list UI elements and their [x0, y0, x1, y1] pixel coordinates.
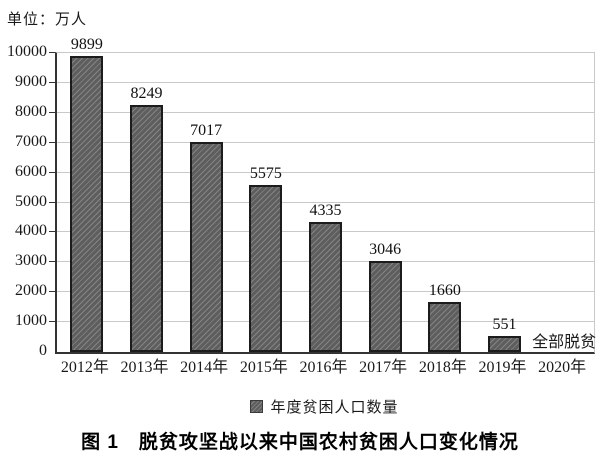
- y-tick-label-8000: 8000: [15, 102, 47, 120]
- gridline-9000: [57, 81, 594, 83]
- bar-value-label-2019: 551: [492, 315, 517, 333]
- y-tick-label-4000: 4000: [15, 222, 47, 240]
- y-tick-label-10000: 10000: [7, 43, 47, 60]
- figure-caption: 图 1 脱贫攻坚战以来中国农村贫困人口变化情况: [81, 432, 519, 453]
- x-tick-label-2012: 2012年: [60, 359, 109, 376]
- y-tick-label-3000: 3000: [15, 252, 47, 270]
- y-tick-mark-7000: [49, 141, 55, 143]
- y-tick-mark-3000: [49, 261, 55, 263]
- bar-2013: [130, 105, 163, 352]
- legend-label: 年度贫困人口数量: [270, 400, 399, 416]
- bar-value-label-2018: 1660: [428, 282, 461, 300]
- y-tick-mark-8000: [49, 111, 55, 113]
- x-tick-label-2015: 2015年: [239, 359, 288, 376]
- bar-2014: [189, 142, 223, 352]
- y-tick-mark-5000: [49, 201, 55, 203]
- y-tick-mark-10000: [49, 52, 55, 53]
- x-tick-label-2019: 2019年: [478, 359, 527, 376]
- gridline-6000: [57, 171, 594, 173]
- bar-value-label-2012: 9899: [70, 36, 103, 54]
- y-tick-mark-6000: [49, 171, 55, 173]
- y-tick-mark-4000: [49, 231, 55, 233]
- y-tick-label-9000: 9000: [15, 72, 47, 90]
- x-tick-label-2016: 2016年: [299, 359, 348, 376]
- bar-value-label-2014: 7017: [190, 122, 223, 140]
- unit-label: 单位：万人: [7, 12, 88, 28]
- y-tick-mark-9000: [49, 81, 55, 83]
- bar-value-label-2015: 5575: [249, 165, 282, 183]
- bar-2016: [309, 222, 342, 352]
- gridline-8000: [57, 111, 594, 113]
- x-tick-label-2017: 2017年: [359, 359, 408, 376]
- y-tick-mark-1000: [49, 321, 55, 323]
- annotation-2020: 全部脱贫: [532, 334, 597, 351]
- bar-2019: [488, 335, 521, 352]
- y-tick-label-1000: 1000: [15, 312, 47, 330]
- plot-area: 9899 8249 7017 5575 4335 3046 1660 551 全部脱贫: [49, 36, 596, 354]
- bar-2018: [428, 302, 462, 352]
- gridline-5000: [57, 201, 594, 203]
- bar-2015: [249, 185, 283, 352]
- bar-value-label-2016: 4335: [309, 202, 342, 220]
- y-tick-label-7000: 7000: [15, 132, 47, 150]
- y-tick-label-0: 0: [39, 342, 47, 359]
- hatched-square-swatch-icon: [250, 400, 264, 413]
- y-tick-label-5000: 5000: [15, 192, 47, 210]
- x-axis: 2012年 2013年 2014年 2015年 2016年 2017年 2018年 2019年…: [55, 359, 594, 379]
- y-tick-label-2000: 2000: [15, 282, 47, 300]
- chart-legend: 年度贫困人口数量: [55, 396, 594, 417]
- bar-2017: [368, 260, 402, 352]
- x-tick-label-2013: 2013年: [120, 359, 169, 376]
- y-tick-mark-2000: [49, 291, 55, 293]
- y-axis: 0 1000 2000 3000 4000 5000 6000 7000 8000 9000 100…: [0, 43, 47, 359]
- bar-2012: [70, 56, 104, 352]
- x-tick-label-2020: 2020年: [538, 359, 587, 376]
- bar-value-label-2017: 3046: [369, 240, 402, 258]
- y-tick-label-6000: 6000: [15, 162, 47, 180]
- bar-value-label-2013: 8249: [130, 85, 163, 103]
- gridline-7000: [57, 141, 594, 143]
- x-tick-label-2014: 2014年: [180, 359, 229, 376]
- x-tick-label-2018: 2018年: [418, 359, 467, 376]
